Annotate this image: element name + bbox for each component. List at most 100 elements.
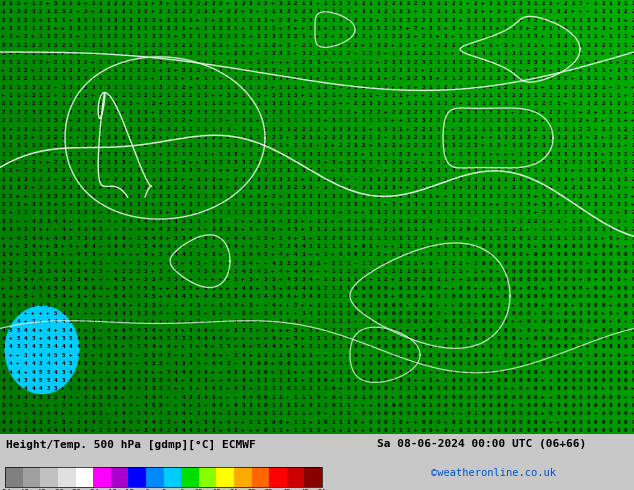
Text: 0: 0 [496, 252, 500, 257]
Text: 0: 0 [376, 378, 380, 383]
Text: 0: 0 [346, 386, 350, 392]
Text: 2: 2 [158, 9, 162, 14]
Text: 4: 4 [129, 403, 133, 408]
Text: 1: 1 [609, 9, 612, 14]
Text: +: + [421, 68, 425, 73]
Text: 2: 2 [549, 93, 552, 98]
Text: 0: 0 [489, 277, 492, 282]
Text: +: + [136, 277, 139, 282]
Text: 0: 0 [376, 336, 380, 341]
Text: +: + [496, 152, 500, 157]
Text: 2: 2 [376, 202, 380, 207]
Text: 2: 2 [242, 210, 245, 216]
Text: 3: 3 [76, 302, 80, 308]
Text: 1: 1 [107, 51, 110, 56]
Text: +: + [46, 1, 49, 6]
Text: 1: 1 [451, 219, 455, 224]
Text: 4: 4 [76, 378, 80, 383]
Text: 1: 1 [451, 76, 455, 81]
Text: 1: 1 [121, 51, 125, 56]
Text: 3: 3 [113, 160, 117, 165]
Text: +: + [496, 353, 500, 358]
Text: 2: 2 [586, 101, 590, 106]
Text: 1: 1 [294, 118, 297, 123]
Text: 2: 2 [474, 1, 477, 6]
Text: 0: 0 [624, 378, 627, 383]
Text: 0: 0 [354, 361, 357, 366]
Text: +: + [301, 302, 305, 308]
Text: 9: 9 [376, 286, 380, 291]
Text: 0: 0 [451, 319, 455, 324]
Text: 3: 3 [526, 18, 530, 23]
Text: 4: 4 [31, 328, 35, 333]
Text: 0: 0 [489, 361, 492, 366]
Text: +: + [152, 76, 155, 81]
Text: 3: 3 [39, 412, 42, 416]
Text: 4: 4 [158, 336, 162, 341]
Text: 4: 4 [242, 378, 245, 383]
Text: +: + [564, 60, 567, 65]
Text: +: + [436, 319, 440, 324]
Text: +: + [107, 227, 110, 232]
Text: 2: 2 [354, 18, 357, 23]
Text: 2: 2 [421, 194, 425, 198]
Text: 3: 3 [219, 227, 223, 232]
Text: 2: 2 [301, 101, 305, 106]
Text: 1: 1 [264, 420, 268, 425]
Text: 2: 2 [444, 60, 447, 65]
Text: 2: 2 [429, 202, 432, 207]
Text: 0: 0 [406, 277, 410, 282]
Text: 4: 4 [9, 361, 12, 366]
Text: 3: 3 [339, 118, 342, 123]
Text: 3: 3 [129, 219, 133, 224]
Text: 3: 3 [211, 185, 215, 190]
Text: +: + [466, 336, 470, 341]
Text: 1: 1 [211, 169, 215, 173]
Text: 1: 1 [309, 353, 313, 358]
Text: 4: 4 [54, 428, 57, 433]
Text: +: + [91, 60, 94, 65]
Text: 3: 3 [166, 369, 170, 374]
Text: 1: 1 [399, 236, 402, 241]
Text: 2: 2 [61, 194, 65, 198]
Text: 3: 3 [107, 135, 110, 140]
Text: +: + [301, 93, 305, 98]
Text: 1: 1 [346, 412, 350, 416]
Text: 2: 2 [219, 18, 223, 23]
Text: 9: 9 [571, 428, 575, 433]
Text: +: + [541, 169, 545, 173]
Text: +: + [16, 219, 20, 224]
Text: 1: 1 [436, 269, 440, 274]
Text: 1: 1 [534, 51, 537, 56]
Text: +: + [256, 261, 260, 266]
Text: +: + [211, 302, 215, 308]
Text: 1: 1 [444, 227, 447, 232]
Text: 1: 1 [519, 51, 522, 56]
Text: 3: 3 [181, 361, 184, 366]
Text: 1: 1 [459, 68, 462, 73]
Text: 0: 0 [571, 261, 575, 266]
Text: 3: 3 [294, 160, 297, 165]
Text: 1: 1 [429, 68, 432, 73]
Text: 1: 1 [346, 403, 350, 408]
Text: +: + [519, 319, 522, 324]
Text: 2: 2 [601, 43, 605, 48]
Text: 1: 1 [316, 403, 320, 408]
Text: 2: 2 [601, 18, 605, 23]
Text: +: + [136, 361, 139, 366]
Text: 3: 3 [99, 412, 102, 416]
Text: 2: 2 [219, 26, 223, 31]
Text: 1: 1 [294, 403, 297, 408]
Text: 2: 2 [316, 51, 320, 56]
Text: +: + [406, 185, 410, 190]
Text: 4: 4 [301, 269, 305, 274]
Text: 2: 2 [616, 18, 620, 23]
Text: +: + [234, 344, 237, 349]
Text: 1: 1 [504, 219, 507, 224]
Bar [41, 467, 58, 487]
Text: 4: 4 [166, 344, 170, 349]
Text: 3: 3 [174, 336, 178, 341]
Text: +: + [609, 353, 612, 358]
Text: 0: 0 [316, 394, 320, 400]
Text: 2: 2 [451, 43, 455, 48]
